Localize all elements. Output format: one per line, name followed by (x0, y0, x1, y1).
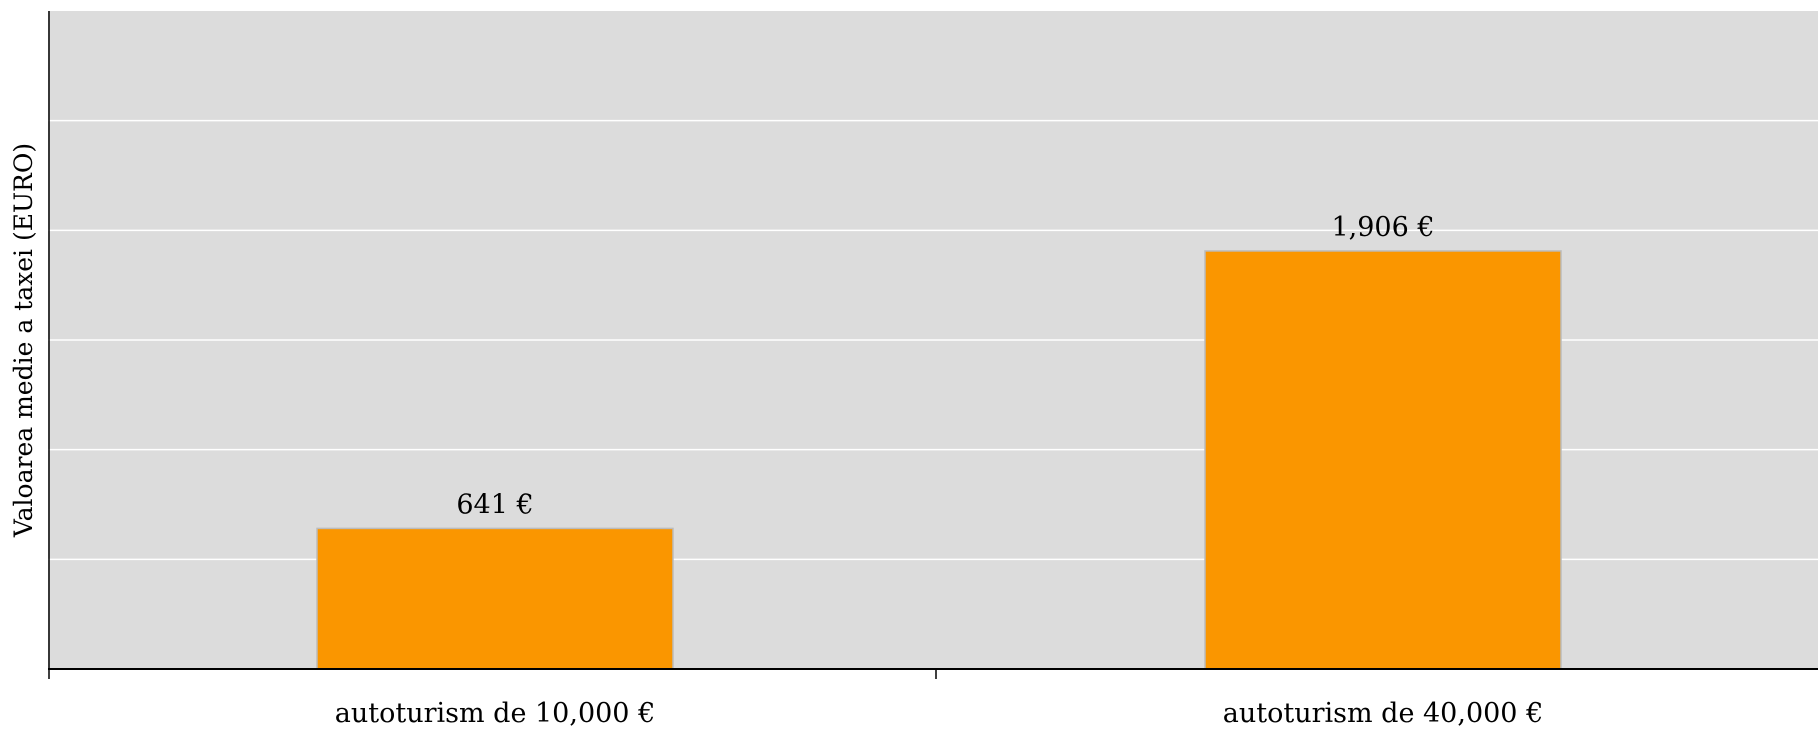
y-axis-title: Valoarea medie a taxei (EURO) (9, 143, 38, 538)
x-tick-label: autoturism de 10,000 € (335, 698, 656, 729)
bar-value-label: 641 € (456, 489, 533, 520)
value-labels: 641 € 1,906 € (456, 212, 1434, 520)
x-axis-ticks (48, 669, 937, 679)
bar (316, 527, 674, 670)
bar-value-label: 1,906 € (1331, 212, 1434, 243)
bar (1204, 250, 1562, 670)
x-tick-label: autoturism de 40,000 € (1223, 698, 1544, 729)
x-axis-tick-labels: autoturism de 10,000 € autoturism de 40,0… (335, 698, 1544, 729)
bars (316, 250, 1562, 670)
